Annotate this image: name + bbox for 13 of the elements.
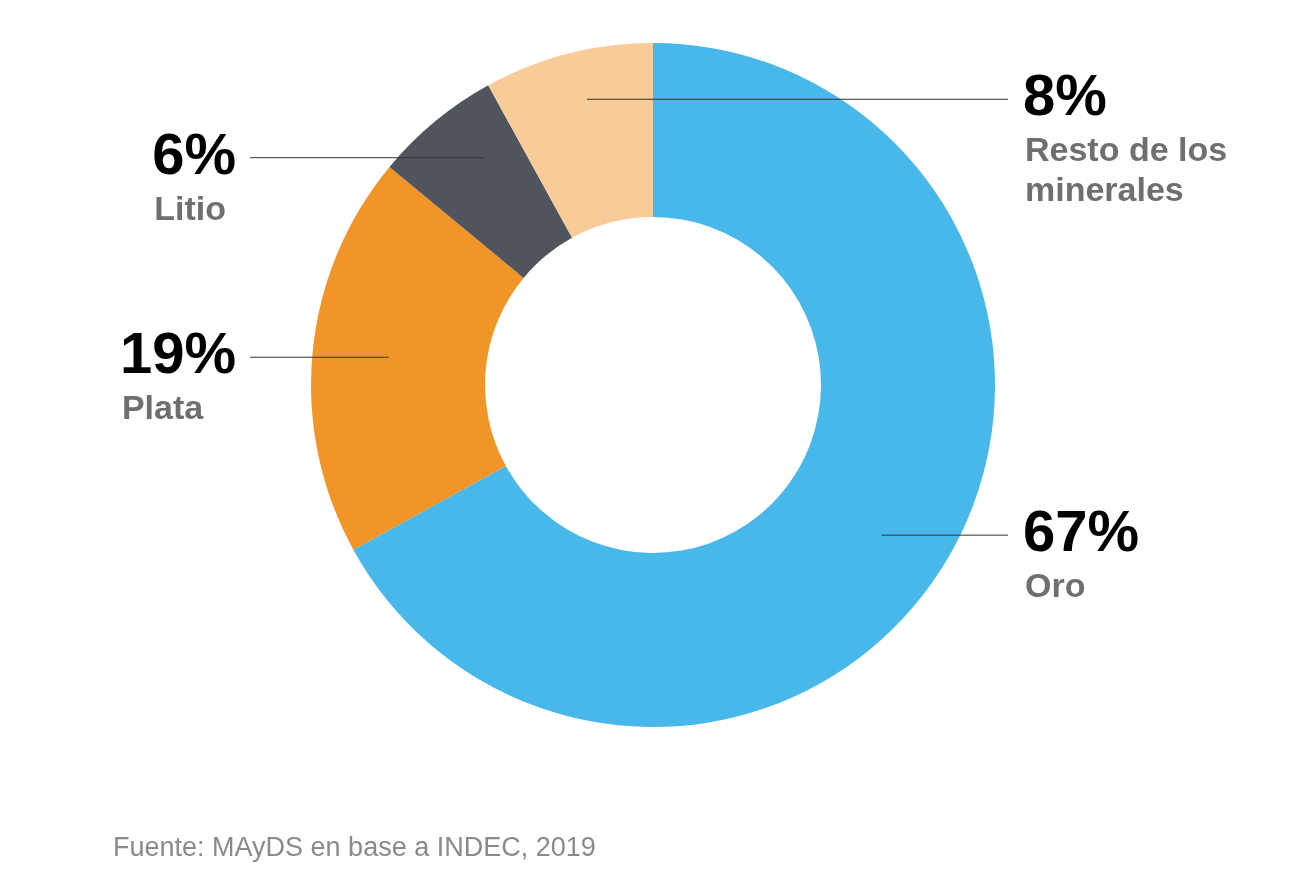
donut-slice <box>389 85 573 278</box>
slice-label: Plata <box>121 388 205 427</box>
data-label: 6% <box>152 120 236 186</box>
slice-label: Oro <box>1025 566 1086 605</box>
data-label: 8% <box>1023 62 1107 128</box>
donut-slice <box>353 43 995 727</box>
donut-slice <box>488 43 653 238</box>
slice-label: Litio <box>154 188 226 227</box>
source-note: Fuente: MAyDS en base a INDEC, 2019 <box>113 832 596 862</box>
slice-label: Resto de los minerales <box>1025 130 1228 209</box>
donut-slice <box>311 167 524 550</box>
data-label: 19% <box>119 320 236 386</box>
data-label: 67% <box>1023 498 1140 564</box>
